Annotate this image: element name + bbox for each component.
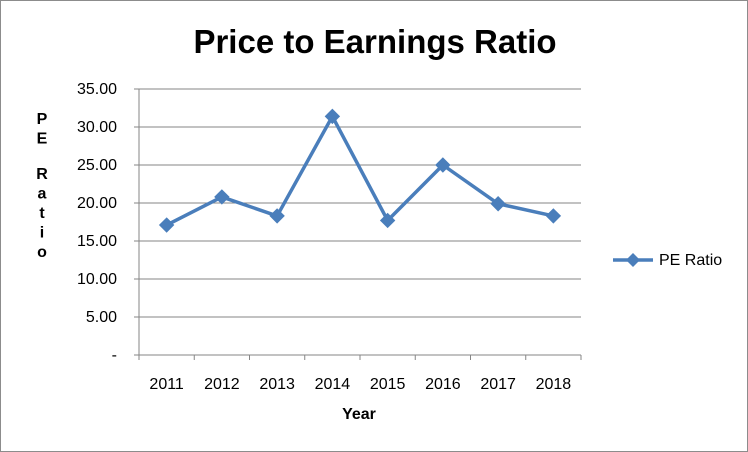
x-axis-title: Year (342, 406, 376, 423)
x-tick-label: 2011 (149, 376, 184, 393)
x-tick-label: 2013 (259, 376, 295, 393)
legend-label: PE Ratio (659, 252, 722, 269)
data-point-marker (379, 212, 396, 229)
y-axis-title: PE Ratio (36, 111, 48, 261)
y-tick-label: 15.00 (77, 233, 117, 250)
legend-marker (626, 253, 640, 267)
y-tick-label: 10.00 (77, 271, 117, 288)
data-point-marker (545, 208, 562, 224)
data-point-marker (324, 108, 341, 125)
y-axis-title-letter: a (38, 186, 47, 203)
y-axis-title-letter: R (36, 166, 48, 183)
y-tick-label: 20.00 (77, 195, 117, 212)
data-point-marker (490, 196, 506, 212)
x-tick-label: 2016 (425, 376, 461, 393)
y-tick-label: 35.00 (77, 81, 117, 98)
x-tick-label: 2014 (315, 376, 351, 393)
y-tick-label: 5.00 (86, 309, 117, 326)
legend: PE Ratio (613, 252, 722, 269)
y-axis-title-letter: P (37, 111, 48, 128)
data-point-marker (435, 157, 451, 173)
chart-title: Price to Earnings Ratio (193, 23, 556, 60)
axes (134, 88, 582, 360)
series-line (165, 114, 554, 227)
x-tick-label: 2018 (536, 376, 572, 393)
data-point-marker (214, 189, 230, 205)
x-tick-labels: 2011 2012 2013 2014 2015 2016 2017 2018 (149, 376, 571, 393)
y-tick-label: 25.00 (77, 157, 117, 174)
y-axis-title-letter: t (39, 205, 45, 222)
x-tick-label: 2012 (204, 376, 240, 393)
y-axis-title-letter: o (37, 244, 47, 261)
y-axis-title-letter: E (37, 131, 48, 148)
gridlines (139, 88, 581, 318)
x-tick-label: 2015 (370, 376, 406, 393)
y-tick-label: 30.00 (77, 119, 117, 136)
series-pe-ratio (158, 108, 562, 233)
y-axis-title-letter: i (40, 225, 44, 242)
data-point-marker (269, 208, 285, 224)
y-tick-label: - (112, 347, 117, 364)
x-tick-label: 2017 (480, 376, 516, 393)
data-point-marker (158, 217, 175, 233)
y-tick-labels: - 5.00 10.00 15.00 20.00 25.00 30.00 35.00 (77, 81, 117, 364)
